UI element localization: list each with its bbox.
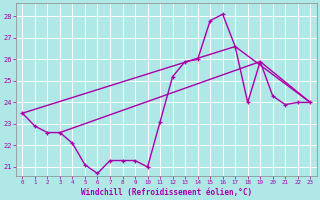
X-axis label: Windchill (Refroidissement éolien,°C): Windchill (Refroidissement éolien,°C) (81, 188, 252, 197)
